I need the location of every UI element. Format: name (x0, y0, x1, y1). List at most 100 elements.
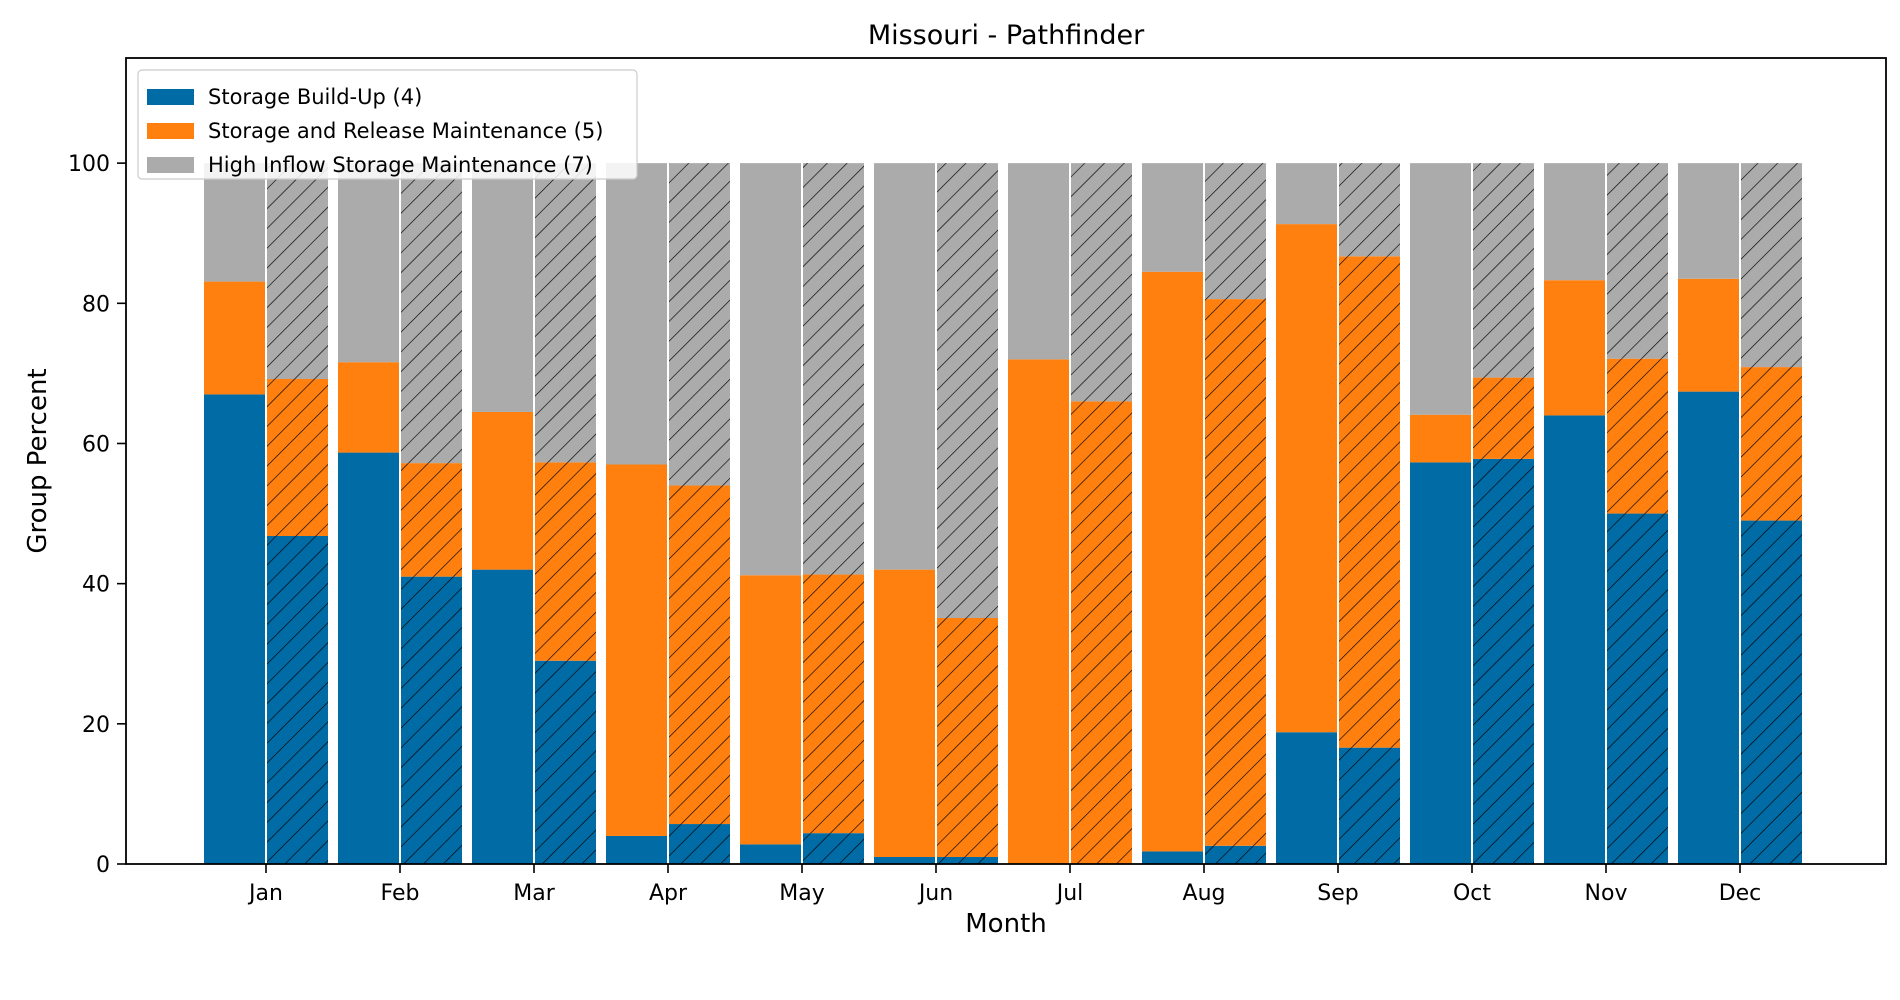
bar-oct-group1-series2 (1410, 414, 1471, 463)
bar-hatch-jan-series2 (267, 378, 328, 536)
bar-nov-group1-series3 (1544, 163, 1605, 281)
x-tick-label-jun: Jun (917, 881, 953, 906)
bar-jul-group1-series2 (1008, 359, 1069, 864)
x-tick-label-aug: Aug (1183, 881, 1226, 906)
bar-hatch-apr-series2 (669, 485, 730, 825)
bar-hatch-aug-series2 (1205, 299, 1266, 846)
bar-nov-group1-series2 (1544, 280, 1605, 416)
legend: Storage Build-Up (4) Storage and Release … (137, 69, 638, 180)
bar-hatch-feb-series3 (401, 163, 462, 464)
bar-hatch-feb-series2 (401, 463, 462, 577)
bar-oct-group1-series3 (1410, 163, 1471, 415)
x-tick-label-mar: Mar (513, 881, 555, 906)
bar-jan-group1-series1 (204, 394, 265, 864)
x-tick-label-feb: Feb (381, 881, 420, 906)
bar-hatch-feb-series1 (401, 576, 462, 864)
x-tick-label-may: May (779, 881, 824, 906)
bar-may-group1-series2 (740, 575, 801, 845)
x-tick-label-sep: Sep (1317, 881, 1358, 906)
bar-jun-group1-series1 (874, 856, 935, 864)
x-tick-label-jan: Jan (247, 881, 283, 906)
bar-aug-group1-series3 (1142, 163, 1203, 272)
bar-hatch-oct-series3 (1473, 163, 1534, 378)
bar-hatch-dec-series3 (1741, 163, 1802, 368)
bar-hatch-mar-series2 (535, 462, 596, 661)
bar-hatch-nov-series1 (1607, 513, 1668, 864)
bar-oct-group1-series1 (1410, 462, 1471, 864)
legend-swatch-2 (147, 123, 194, 139)
bar-feb-group1-series3 (338, 163, 399, 363)
bar-hatch-oct-series2 (1473, 377, 1534, 459)
y-tick-label-40: 40 (82, 573, 110, 598)
bar-jun-group1-series2 (874, 569, 935, 857)
bar-hatch-aug-series1 (1205, 845, 1266, 864)
legend-label-3: High Inflow Storage Maintenance (7) (208, 153, 593, 177)
x-tick-label-nov: Nov (1585, 881, 1628, 906)
bar-dec-group1-series2 (1678, 278, 1739, 392)
bar-apr-group1-series1 (606, 835, 667, 864)
y-tick-label-20: 20 (82, 713, 110, 738)
bar-hatch-sep-series2 (1339, 256, 1400, 748)
legend-swatch-3 (147, 157, 194, 173)
bar-hatch-may-series3 (803, 163, 864, 575)
bar-hatch-mar-series1 (535, 660, 596, 864)
y-tick-label-60: 60 (82, 432, 110, 457)
bars-layer (204, 163, 1802, 864)
x-tick-label-oct: Oct (1453, 881, 1491, 906)
x-axis-label: Month (965, 909, 1047, 939)
bar-feb-group1-series1 (338, 452, 399, 864)
bar-dec-group1-series3 (1678, 163, 1739, 279)
legend-swatch-1 (147, 89, 194, 105)
bar-jan-group1-series2 (204, 281, 265, 395)
bar-hatch-sep-series3 (1339, 163, 1400, 257)
x-tick-label-jul: Jul (1055, 881, 1084, 906)
bar-hatch-jan-series3 (267, 163, 328, 379)
bar-hatch-nov-series2 (1607, 358, 1668, 514)
bar-hatch-jun-series2 (937, 617, 998, 857)
x-tick-label-apr: Apr (649, 881, 688, 906)
legend-box (137, 69, 638, 180)
bar-may-group1-series1 (740, 844, 801, 864)
bar-apr-group1-series3 (606, 163, 667, 465)
bar-hatch-apr-series3 (669, 163, 730, 486)
bar-sep-group1-series3 (1276, 163, 1337, 225)
bar-dec-group1-series1 (1678, 391, 1739, 864)
bar-hatch-mar-series3 (535, 163, 596, 463)
bar-aug-group1-series1 (1142, 851, 1203, 864)
bar-apr-group1-series2 (606, 464, 667, 836)
bar-hatch-apr-series1 (669, 824, 730, 864)
bar-may-group1-series3 (740, 163, 801, 576)
bar-jan-group1-series3 (204, 163, 265, 282)
bar-hatch-dec-series1 (1741, 520, 1802, 864)
bar-aug-group1-series2 (1142, 271, 1203, 852)
y-tick-label-0: 0 (96, 853, 110, 878)
bar-hatch-dec-series2 (1741, 367, 1802, 521)
axes-layer: Jan Feb Mar Apr May Jun Jul Aug Sep Oct Nov Dec 0 20 4… (68, 57, 1887, 906)
y-tick-label-100: 100 (68, 152, 110, 177)
bar-hatch-oct-series1 (1473, 458, 1534, 864)
bar-jul-group1-series3 (1008, 163, 1069, 360)
bar-hatch-nov-series3 (1607, 163, 1668, 359)
chart-title: Missouri - Pathfinder (868, 20, 1145, 51)
bar-hatch-aug-series3 (1205, 163, 1266, 300)
x-tick-label-dec: Dec (1719, 881, 1762, 906)
bar-hatch-sep-series1 (1339, 747, 1400, 864)
bar-hatch-jun-series1 (937, 856, 998, 864)
bar-mar-group1-series3 (472, 163, 533, 412)
bar-hatch-may-series2 (803, 574, 864, 834)
bar-feb-group1-series2 (338, 362, 399, 453)
legend-label-1: Storage Build-Up (4) (208, 85, 422, 109)
bar-hatch-jul-series3 (1071, 163, 1132, 402)
plot-frame (125, 57, 1887, 865)
y-tick-label-80: 80 (82, 292, 110, 317)
y-axis-label: Group Percent (23, 368, 53, 553)
bar-hatch-jan-series1 (267, 535, 328, 864)
bar-sep-group1-series1 (1276, 732, 1337, 864)
bar-jun-group1-series3 (874, 163, 935, 570)
bar-hatch-jul-series2 (1071, 401, 1132, 864)
legend-label-2: Storage and Release Maintenance (5) (208, 119, 603, 143)
bar-hatch-jun-series3 (937, 163, 998, 618)
bar-mar-group1-series1 (472, 569, 533, 864)
